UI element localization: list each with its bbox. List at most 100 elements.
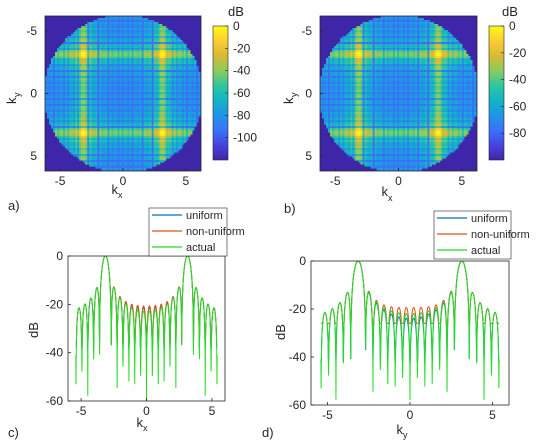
heatmap-cell (101, 46, 104, 49)
heatmap-cell (53, 110, 56, 113)
heatmap-cell (185, 120, 189, 123)
heatmap-cell (69, 148, 72, 151)
heatmap-cell (137, 96, 141, 99)
heatmap-cell (135, 90, 139, 93)
heatmap-cell (99, 142, 102, 145)
heatmap-cell (129, 134, 133, 137)
heatmap-cell (87, 22, 90, 25)
heatmap-cell (177, 90, 181, 93)
heatmap-cell (121, 164, 125, 167)
heatmap-cell (155, 90, 159, 93)
heatmap-cell (73, 46, 76, 49)
heatmap-cell (111, 70, 115, 73)
heatmap-cell (71, 36, 74, 39)
heatmap-cell (171, 146, 175, 149)
heatmap-cell (129, 88, 133, 91)
heatmap-cell (183, 106, 187, 109)
heatmap-cell (141, 94, 145, 97)
heatmap-cell (159, 36, 163, 39)
heatmap-cell (71, 136, 74, 139)
heatmap-cell (87, 80, 90, 83)
heatmap-cell (85, 100, 88, 103)
heatmap-cell (69, 94, 72, 97)
heatmap-cell (163, 130, 167, 133)
heatmap-cell (71, 42, 74, 45)
heatmap-cell (153, 98, 157, 101)
heatmap-cell (105, 28, 108, 31)
heatmap-cell (113, 74, 117, 77)
heatmap-cell (185, 74, 189, 77)
heatmap-cell (49, 72, 52, 75)
heatmap-cell (65, 110, 68, 113)
heatmap-cell (137, 22, 141, 25)
heatmap-cell (135, 78, 139, 81)
heatmap-cell (105, 90, 108, 93)
heatmap-cell (155, 74, 159, 77)
heatmap-cell (125, 36, 129, 39)
heatmap-cell (326, 64, 329, 67)
heatmap-cell (165, 134, 169, 137)
heatmap-cell (113, 32, 117, 35)
heatmap-cell (87, 106, 90, 109)
heatmap-cell (57, 62, 60, 65)
heatmap-cell (127, 18, 131, 21)
heatmap-cell (53, 64, 56, 67)
heatmap-cell (55, 134, 58, 137)
heatmap-cell (93, 40, 96, 43)
heatmap-cell (151, 22, 155, 25)
heatmap-cell (147, 144, 151, 147)
heatmap-cell (181, 98, 185, 101)
heatmap-cell (125, 126, 129, 129)
heatmap-cell (83, 76, 86, 79)
heatmap-cell (57, 68, 60, 71)
heatmap-cell (159, 42, 163, 45)
heatmap-cell (87, 154, 90, 157)
heatmap-cell (193, 104, 197, 107)
heatmap-cell (53, 84, 56, 87)
heatmap-cell (151, 118, 155, 121)
heatmap-cell (57, 104, 60, 107)
heatmap-cell (171, 132, 175, 135)
heatmap-cell (97, 124, 100, 127)
heatmap-cell (179, 120, 183, 123)
heatmap-cell (163, 138, 167, 141)
heatmap-cell (73, 116, 76, 119)
heatmap-cell (145, 122, 149, 125)
heatmap-cell (123, 52, 127, 55)
heatmap-cell (173, 132, 177, 135)
heatmap-cell (183, 52, 187, 55)
heatmap-cell (81, 36, 84, 39)
heatmap-cell (153, 104, 157, 107)
heatmap-cell (149, 34, 153, 37)
heatmap-cell (99, 26, 102, 29)
heatmap-cell (143, 98, 147, 101)
heatmap-cell (57, 54, 60, 57)
heatmap-cell (59, 120, 62, 123)
heatmap-cell (155, 156, 159, 159)
heatmap-cell (141, 128, 145, 131)
heatmap-cell (191, 86, 195, 89)
heatmap-cell (133, 28, 137, 31)
heatmap-cell (181, 58, 185, 61)
heatmap-cell (177, 86, 181, 89)
heatmap-cell (173, 124, 177, 127)
heatmap-cell (149, 62, 153, 65)
heatmap-cell (115, 72, 119, 75)
heatmap-cell (119, 46, 123, 49)
heatmap-cell (121, 154, 125, 157)
heatmap-cell (127, 168, 131, 171)
heatmap-cell (133, 72, 137, 75)
heatmap-cell (163, 116, 167, 119)
heatmap-cell (73, 154, 76, 157)
x-axis-label-subscript: x (118, 190, 123, 200)
heatmap-cell (91, 114, 94, 117)
heatmap-cell (135, 76, 139, 79)
heatmap-cell (57, 100, 60, 103)
heatmap-cell (155, 110, 159, 113)
heatmap-cell (91, 102, 94, 105)
heatmap-cell (101, 20, 104, 23)
heatmap-cell (159, 124, 163, 127)
heatmap-cell (59, 50, 62, 53)
heatmap-cell (185, 50, 189, 53)
heatmap-cell (175, 132, 179, 135)
